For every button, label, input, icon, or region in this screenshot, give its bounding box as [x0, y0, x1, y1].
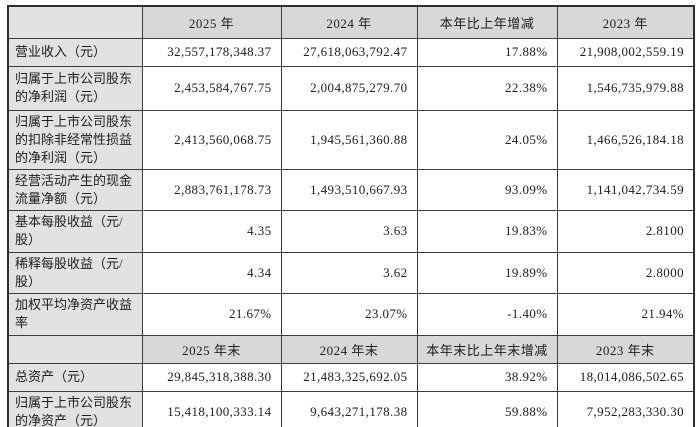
value-2024: 1,945,561,360.88: [280, 109, 418, 170]
row-label: 基本每股收益（元/股）: [7, 209, 143, 253]
value-2025: 32,557,178,348.37: [141, 37, 282, 67]
value-change: 24.05%: [416, 109, 558, 170]
value-2023: 1,546,735,979.88: [556, 65, 695, 111]
value-2025: 15,418,100,333.14: [141, 390, 282, 427]
value-change: 93.09%: [416, 168, 558, 211]
value-change: 38.92%: [416, 362, 558, 392]
value-2024: 3.63: [280, 209, 418, 253]
value-2024: 21,483,325,692.05: [280, 362, 418, 392]
value-2023: 21.94%: [556, 292, 695, 336]
column-header-2025-end: 2025 年末: [141, 334, 282, 364]
value-2023: 21,908,002,559.19: [556, 37, 695, 67]
value-change: 17.88%: [416, 37, 558, 67]
value-2024: 23.07%: [280, 292, 418, 336]
row-label: 稀释每股收益（元/股）: [7, 251, 143, 294]
value-2024: 2,004,875,279.70: [280, 65, 418, 111]
value-2025: 2,413,560,068.75: [141, 109, 282, 170]
value-2024: 27,618,063,792.47: [280, 37, 418, 67]
row-label: 总资产（元）: [7, 362, 143, 392]
value-2025: 29,845,318,388.30: [141, 362, 282, 392]
value-2024: 9,643,271,178.38: [280, 390, 418, 427]
table-row-basic-eps: 基本每股收益（元/股） 4.35 3.63 19.83% 2.8100: [7, 209, 695, 253]
table-header-row-annual: 2025 年 2024 年 本年比上年增减 2023 年: [7, 5, 695, 39]
value-2025: 4.35: [141, 209, 282, 253]
value-change: 22.38%: [416, 65, 558, 111]
table-row-diluted-eps: 稀释每股收益（元/股） 4.34 3.62 19.89% 2.8000: [7, 251, 695, 294]
table-row-operating-cash-flow: 经营活动产生的现金流量净额（元） 2,883,761,178.73 1,493,…: [7, 168, 695, 211]
financial-summary-table: 2025 年 2024 年 本年比上年增减 2023 年 营业收入（元） 32,…: [7, 5, 695, 427]
row-label: 归属于上市公司股东的扣除非经常性损益的净利润（元）: [7, 109, 143, 170]
table-row-total-assets: 总资产（元） 29,845,318,388.30 21,483,325,692.…: [7, 362, 695, 392]
value-change: -1.40%: [416, 292, 558, 336]
row-label: 加权平均净资产收益率: [7, 292, 143, 336]
value-2024: 3.62: [280, 251, 418, 294]
column-header-2024: 2024 年: [280, 5, 418, 39]
table-row-net-assets: 归属于上市公司股东的净资产（元） 15,418,100,333.14 9,643…: [7, 390, 695, 427]
value-2023: 7,952,283,330.30: [556, 390, 695, 427]
value-2023: 2.8000: [556, 251, 695, 294]
column-header-yoy-change: 本年比上年增减: [416, 5, 558, 39]
column-header-2023-end: 2023 年末: [556, 334, 695, 364]
column-header-end-change: 本年末比上年末增减: [416, 334, 558, 364]
column-header-2023: 2023 年: [556, 5, 695, 39]
row-label: 经营活动产生的现金流量净额（元）: [7, 168, 143, 211]
row-label: 营业收入（元）: [7, 37, 143, 67]
value-change: 19.89%: [416, 251, 558, 294]
corner-cell: [7, 5, 143, 39]
value-change: 19.83%: [416, 209, 558, 253]
column-header-2024-end: 2024 年末: [280, 334, 418, 364]
value-2023: 18,014,086,502.65: [556, 362, 695, 392]
value-2025: 2,883,761,178.73: [141, 168, 282, 211]
value-2023: 1,141,042,734.59: [556, 168, 695, 211]
value-2025: 2,453,584,767.75: [141, 65, 282, 111]
table-header-row-period-end: 2025 年末 2024 年末 本年末比上年末增减 2023 年末: [7, 334, 695, 364]
row-label: 归属于上市公司股东的净利润（元）: [7, 65, 143, 111]
corner-cell: [7, 334, 143, 364]
table-row-weighted-avg-roe: 加权平均净资产收益率 21.67% 23.07% -1.40% 21.94%: [7, 292, 695, 336]
value-2025: 21.67%: [141, 292, 282, 336]
value-2023: 2.8100: [556, 209, 695, 253]
row-label: 归属于上市公司股东的净资产（元）: [7, 390, 143, 427]
value-2024: 1,493,510,667.93: [280, 168, 418, 211]
table-row-operating-revenue: 营业收入（元） 32,557,178,348.37 27,618,063,792…: [7, 37, 695, 67]
value-change: 59.88%: [416, 390, 558, 427]
value-2025: 4.34: [141, 251, 282, 294]
table-row-net-profit-excl-nonrecurring: 归属于上市公司股东的扣除非经常性损益的净利润（元） 2,413,560,068.…: [7, 109, 695, 170]
table-row-net-profit: 归属于上市公司股东的净利润（元） 2,453,584,767.75 2,004,…: [7, 65, 695, 111]
column-header-2025: 2025 年: [141, 5, 282, 39]
value-2023: 1,466,526,184.18: [556, 109, 695, 170]
